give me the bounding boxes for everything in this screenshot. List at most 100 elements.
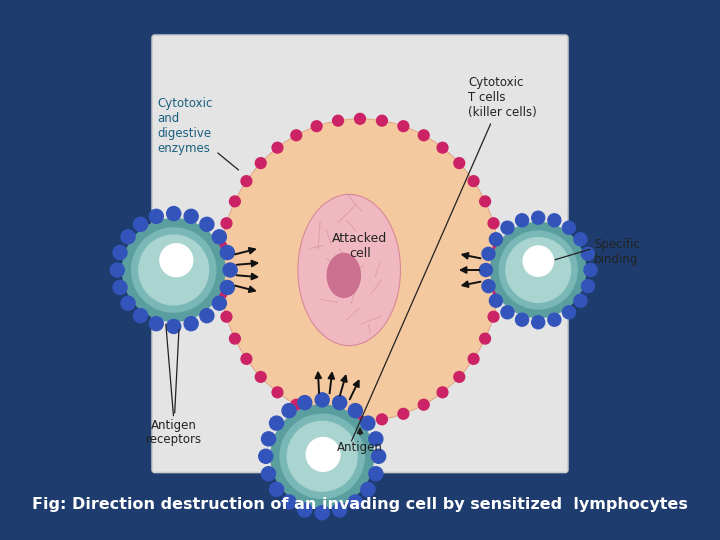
Circle shape xyxy=(480,196,490,207)
Circle shape xyxy=(491,222,586,318)
Circle shape xyxy=(377,115,387,126)
Circle shape xyxy=(372,449,386,463)
Circle shape xyxy=(468,354,479,364)
Circle shape xyxy=(582,280,595,293)
Circle shape xyxy=(418,399,429,410)
Circle shape xyxy=(348,403,362,417)
Circle shape xyxy=(256,158,266,168)
Circle shape xyxy=(223,263,237,277)
Circle shape xyxy=(212,230,226,244)
Text: Fig: Direction destruction of an invading cell by sensitized  lymphocytes: Fig: Direction destruction of an invadin… xyxy=(32,497,688,512)
Circle shape xyxy=(506,238,570,302)
Circle shape xyxy=(241,176,252,186)
Ellipse shape xyxy=(220,119,500,421)
Circle shape xyxy=(468,176,479,186)
Circle shape xyxy=(166,206,181,220)
Text: Specific
binding: Specific binding xyxy=(594,238,640,266)
Circle shape xyxy=(221,218,232,228)
Circle shape xyxy=(282,495,296,509)
Circle shape xyxy=(488,218,499,228)
Circle shape xyxy=(361,482,375,496)
Circle shape xyxy=(221,312,232,322)
Circle shape xyxy=(531,316,545,329)
Circle shape xyxy=(298,396,312,410)
Circle shape xyxy=(348,495,362,509)
Circle shape xyxy=(280,414,364,498)
Circle shape xyxy=(574,233,587,246)
Circle shape xyxy=(291,399,302,410)
Text: Cytotoxic
T cells
(killer cells): Cytotoxic T cells (killer cells) xyxy=(351,76,536,441)
Circle shape xyxy=(531,211,545,224)
Circle shape xyxy=(355,113,365,124)
Circle shape xyxy=(200,309,214,323)
Circle shape xyxy=(133,217,148,231)
Circle shape xyxy=(282,403,296,417)
Text: Antigen
receptors: Antigen receptors xyxy=(145,329,202,447)
Circle shape xyxy=(261,467,276,481)
Circle shape xyxy=(216,241,227,252)
Circle shape xyxy=(562,306,575,319)
Circle shape xyxy=(488,312,499,322)
Circle shape xyxy=(311,121,322,132)
Circle shape xyxy=(398,121,409,132)
Circle shape xyxy=(113,246,127,260)
Circle shape xyxy=(495,265,505,275)
Circle shape xyxy=(160,244,193,276)
Circle shape xyxy=(437,142,448,153)
Circle shape xyxy=(454,158,464,168)
Circle shape xyxy=(241,354,252,364)
Circle shape xyxy=(398,408,409,419)
Text: Attacked
cell: Attacked cell xyxy=(333,232,387,260)
Circle shape xyxy=(121,296,135,310)
Circle shape xyxy=(269,482,284,496)
Circle shape xyxy=(113,280,127,294)
Circle shape xyxy=(184,210,198,224)
Circle shape xyxy=(256,372,266,382)
Circle shape xyxy=(490,294,503,307)
Circle shape xyxy=(369,432,383,446)
Circle shape xyxy=(499,231,577,309)
Ellipse shape xyxy=(327,253,361,298)
Circle shape xyxy=(516,214,528,227)
Circle shape xyxy=(548,313,561,326)
Circle shape xyxy=(480,264,492,276)
Circle shape xyxy=(215,265,225,275)
Circle shape xyxy=(437,387,448,398)
Circle shape xyxy=(418,130,429,141)
Circle shape xyxy=(298,503,312,517)
Circle shape xyxy=(258,449,273,463)
Text: Cytotoxic
and
digestive
enzymes: Cytotoxic and digestive enzymes xyxy=(158,97,238,170)
Circle shape xyxy=(582,247,595,260)
Circle shape xyxy=(333,396,346,410)
Circle shape xyxy=(139,235,209,305)
Circle shape xyxy=(132,228,216,312)
Circle shape xyxy=(291,130,302,141)
Circle shape xyxy=(271,405,374,508)
Circle shape xyxy=(482,280,495,293)
Circle shape xyxy=(315,505,329,519)
Circle shape xyxy=(562,221,575,234)
Circle shape xyxy=(369,467,383,481)
Circle shape xyxy=(272,142,283,153)
Circle shape xyxy=(574,294,587,307)
Circle shape xyxy=(230,196,240,207)
Circle shape xyxy=(333,414,343,425)
Circle shape xyxy=(216,288,227,299)
Circle shape xyxy=(501,306,514,319)
Circle shape xyxy=(133,309,148,323)
FancyBboxPatch shape xyxy=(152,35,568,473)
Circle shape xyxy=(311,408,322,419)
Circle shape xyxy=(490,233,503,246)
Circle shape xyxy=(122,219,225,321)
Circle shape xyxy=(110,263,125,277)
Circle shape xyxy=(377,414,387,425)
Circle shape xyxy=(230,333,240,344)
Circle shape xyxy=(584,264,597,276)
Circle shape xyxy=(200,217,214,231)
Circle shape xyxy=(315,393,329,407)
Circle shape xyxy=(149,210,163,224)
Circle shape xyxy=(261,432,276,446)
Circle shape xyxy=(269,416,284,430)
Circle shape xyxy=(493,241,504,252)
Circle shape xyxy=(523,246,554,276)
